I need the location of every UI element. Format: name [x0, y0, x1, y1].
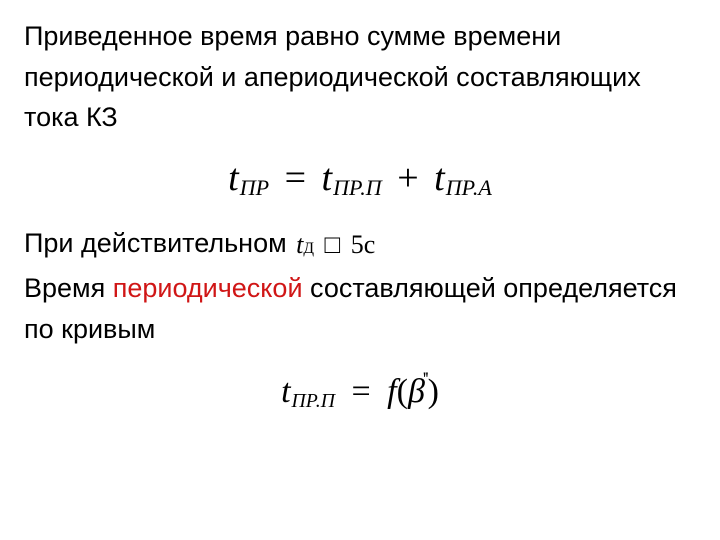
cond-rhs: 5с: [351, 230, 376, 259]
cond-op: □: [321, 230, 345, 259]
fn-f: f: [387, 373, 396, 410]
periodic-prefix: Время: [24, 273, 113, 303]
var-t3: t: [434, 157, 445, 199]
sub-prp-2: ПР.П: [291, 390, 335, 412]
slide-page: Приведенное время равно сумме времени пе…: [0, 0, 720, 540]
var-t-e2: t: [281, 373, 290, 410]
cond-prefix: При действительном: [24, 228, 287, 258]
var-t2: t: [322, 157, 333, 199]
sub-pra: ПР.А: [445, 175, 492, 200]
sub-pr: ПР: [239, 175, 269, 200]
sub-prp: ПР.П: [332, 175, 382, 200]
intro-paragraph: Приведенное время равно сумме времени пе…: [24, 16, 696, 138]
condition-line: При действительном tД □ 5с: [24, 223, 696, 264]
sub-d: Д: [303, 240, 314, 257]
periodic-paragraph: Время периодической составляющей определ…: [24, 268, 696, 349]
intro-text: Приведенное время равно сумме времени пе…: [24, 21, 641, 132]
periodic-word: периодической: [113, 273, 303, 303]
cond-math: tД □ 5с: [296, 230, 375, 259]
rparen: ): [428, 373, 439, 410]
op-eq-2: =: [343, 373, 378, 410]
equation-2: tПР.П = f(β''): [24, 369, 696, 413]
op-plus: +: [391, 157, 424, 199]
equation-1: tПР = tПР.П + tПР.А: [24, 156, 696, 202]
lparen: (: [397, 373, 408, 410]
op-eq: =: [279, 157, 312, 199]
var-t: t: [228, 157, 239, 199]
